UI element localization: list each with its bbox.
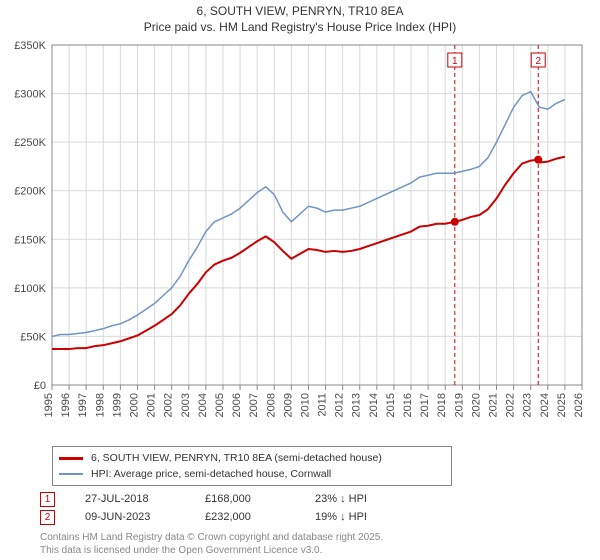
svg-text:2008: 2008 — [265, 393, 277, 417]
svg-text:2023: 2023 — [522, 393, 534, 417]
footnote-line2: This data is licensed under the Open Gov… — [40, 545, 383, 558]
svg-text:1: 1 — [452, 56, 458, 67]
svg-text:2012: 2012 — [334, 393, 346, 417]
svg-text:2022: 2022 — [505, 393, 517, 417]
transaction-date-2: 09-JUN-2023 — [85, 511, 205, 523]
svg-text:£0: £0 — [34, 380, 46, 392]
svg-text:2017: 2017 — [419, 393, 431, 417]
svg-text:£300K: £300K — [14, 89, 46, 101]
legend-swatch-price-paid — [59, 457, 83, 460]
svg-text:2002: 2002 — [163, 393, 175, 417]
svg-text:2016: 2016 — [402, 393, 414, 417]
svg-text:2001: 2001 — [146, 393, 158, 417]
svg-text:2011: 2011 — [317, 393, 329, 417]
legend: 6, SOUTH VIEW, PENRYN, TR10 8EA (semi-de… — [52, 446, 452, 486]
svg-text:2000: 2000 — [128, 393, 140, 417]
chart-svg: £0 £50K £100K £150K £200K £250K £300K £350K 1995… — [0, 35, 600, 435]
svg-text:2007: 2007 — [248, 393, 260, 417]
title-block: 6, SOUTH VIEW, PENRYN, TR10 8EA Price pa… — [0, 0, 600, 35]
transaction-price-2: £232,000 — [205, 511, 315, 523]
footnote: Contains HM Land Registry data © Crown c… — [40, 532, 383, 557]
legend-label-price-paid: 6, SOUTH VIEW, PENRYN, TR10 8EA (semi-de… — [91, 452, 382, 464]
legend-row-price-paid: 6, SOUTH VIEW, PENRYN, TR10 8EA (semi-de… — [59, 450, 445, 466]
svg-text:2003: 2003 — [180, 393, 192, 417]
svg-text:2021: 2021 — [488, 393, 500, 417]
legend-label-hpi: HPI: Average price, semi-detached house,… — [91, 468, 331, 480]
svg-text:2014: 2014 — [368, 393, 380, 417]
legend-row-hpi: HPI: Average price, semi-detached house,… — [59, 466, 445, 482]
svg-text:2005: 2005 — [214, 393, 226, 417]
footnote-line1: Contains HM Land Registry data © Crown c… — [40, 532, 383, 545]
svg-text:2020: 2020 — [470, 393, 482, 417]
svg-text:2015: 2015 — [385, 393, 397, 417]
svg-text:1996: 1996 — [60, 393, 72, 417]
svg-text:2026: 2026 — [573, 393, 585, 417]
svg-text:1998: 1998 — [94, 393, 106, 417]
transaction-row-1: 1 27-JUL-2018 £168,000 23% ↓ HPI — [40, 490, 415, 508]
title-address: 6, SOUTH VIEW, PENRYN, TR10 8EA — [0, 4, 600, 20]
legend-swatch-hpi — [59, 473, 83, 475]
svg-text:£250K: £250K — [14, 137, 46, 149]
svg-text:2006: 2006 — [231, 393, 243, 417]
svg-text:2013: 2013 — [351, 393, 363, 417]
svg-text:2009: 2009 — [282, 393, 294, 417]
svg-text:2019: 2019 — [453, 393, 465, 417]
svg-text:1997: 1997 — [77, 393, 89, 417]
svg-text:1995: 1995 — [43, 393, 55, 417]
svg-text:2025: 2025 — [556, 393, 568, 417]
transaction-price-1: £168,000 — [205, 493, 315, 505]
svg-text:2018: 2018 — [436, 393, 448, 417]
svg-text:2024: 2024 — [539, 393, 551, 417]
svg-text:£50K: £50K — [20, 332, 46, 344]
transaction-date-1: 27-JUL-2018 — [85, 493, 205, 505]
chart-area: £0 £50K £100K £150K £200K £250K £300K £350K 1995… — [0, 35, 600, 435]
svg-text:2: 2 — [535, 56, 541, 67]
svg-text:1999: 1999 — [111, 393, 123, 417]
svg-text:£150K: £150K — [14, 234, 46, 246]
transactions-table: 1 27-JUL-2018 £168,000 23% ↓ HPI 2 09-JU… — [40, 490, 415, 526]
transaction-marker-2: 2 — [40, 510, 55, 525]
transaction-delta-1: 23% ↓ HPI — [315, 493, 415, 505]
transaction-row-2: 2 09-JUN-2023 £232,000 19% ↓ HPI — [40, 508, 415, 526]
svg-text:£100K: £100K — [14, 283, 46, 295]
svg-text:£200K: £200K — [14, 186, 46, 198]
title-subtitle: Price paid vs. HM Land Registry's House … — [0, 20, 600, 36]
transaction-marker-1: 1 — [40, 492, 55, 507]
chart-container: 6, SOUTH VIEW, PENRYN, TR10 8EA Price pa… — [0, 0, 600, 560]
transaction-delta-2: 19% ↓ HPI — [315, 511, 415, 523]
svg-text:£350K: £350K — [14, 40, 46, 52]
svg-text:2010: 2010 — [299, 393, 311, 417]
svg-text:2004: 2004 — [197, 393, 209, 417]
